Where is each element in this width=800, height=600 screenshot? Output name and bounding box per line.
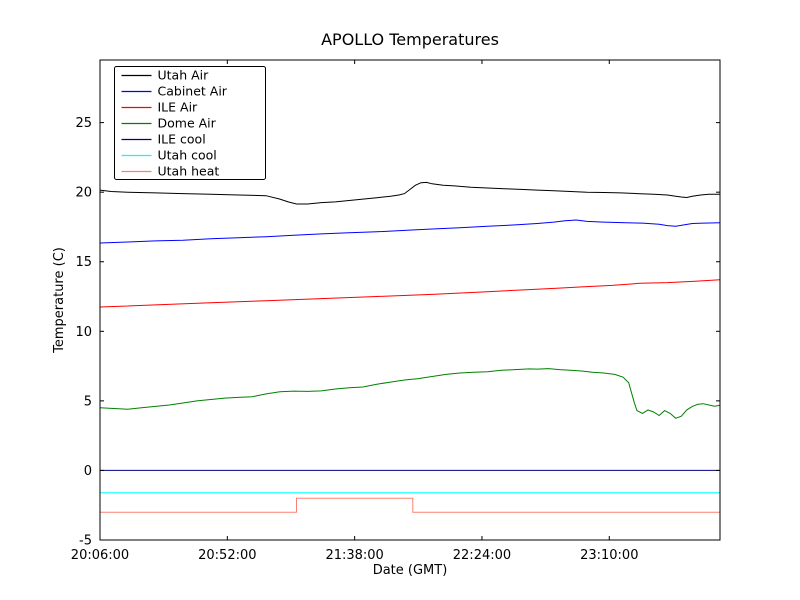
- y-tick-label: 10: [75, 325, 92, 340]
- legend-label-ile-air: ILE Air: [158, 100, 199, 115]
- legend-label-utah-air: Utah Air: [158, 68, 210, 83]
- y-tick-label: 20: [75, 186, 92, 201]
- legend-label-dome-air: Dome Air: [158, 116, 217, 131]
- y-axis-label: Temperature (C): [52, 247, 67, 354]
- series-line-ile-air: [99, 279, 721, 308]
- legend-box: [114, 66, 266, 180]
- y-tick-label: 0: [84, 464, 92, 479]
- legend-label-cabinet-air: Cabinet Air: [158, 84, 228, 99]
- series-line-cabinet-air: [99, 219, 721, 244]
- series-line-utah-air: [99, 181, 720, 205]
- x-tick-label: 23:10:00: [580, 548, 638, 563]
- x-tick-label: 22:24:00: [453, 548, 511, 563]
- legend-label-ile-cool: ILE cool: [158, 132, 206, 147]
- x-tick-label: 20:06:00: [71, 548, 129, 563]
- legend-label-utah-heat: Utah heat: [158, 164, 220, 179]
- x-axis-label: Date (GMT): [373, 563, 448, 578]
- x-tick-label: 20:52:00: [198, 548, 256, 563]
- y-tick-label: 5: [84, 394, 92, 409]
- x-tick-label: 21:38:00: [325, 548, 383, 563]
- legend-label-utah-cool: Utah cool: [158, 148, 217, 163]
- chart-title: APOLLO Temperatures: [321, 30, 499, 49]
- axes-frame: [99, 59, 721, 541]
- y-tick-label: 15: [75, 255, 92, 270]
- series-line-dome-air: [99, 368, 721, 419]
- y-tick-label: 25: [75, 116, 92, 131]
- y-tick-label: -5: [79, 534, 92, 549]
- series-line-utah-heat: [100, 497, 720, 513]
